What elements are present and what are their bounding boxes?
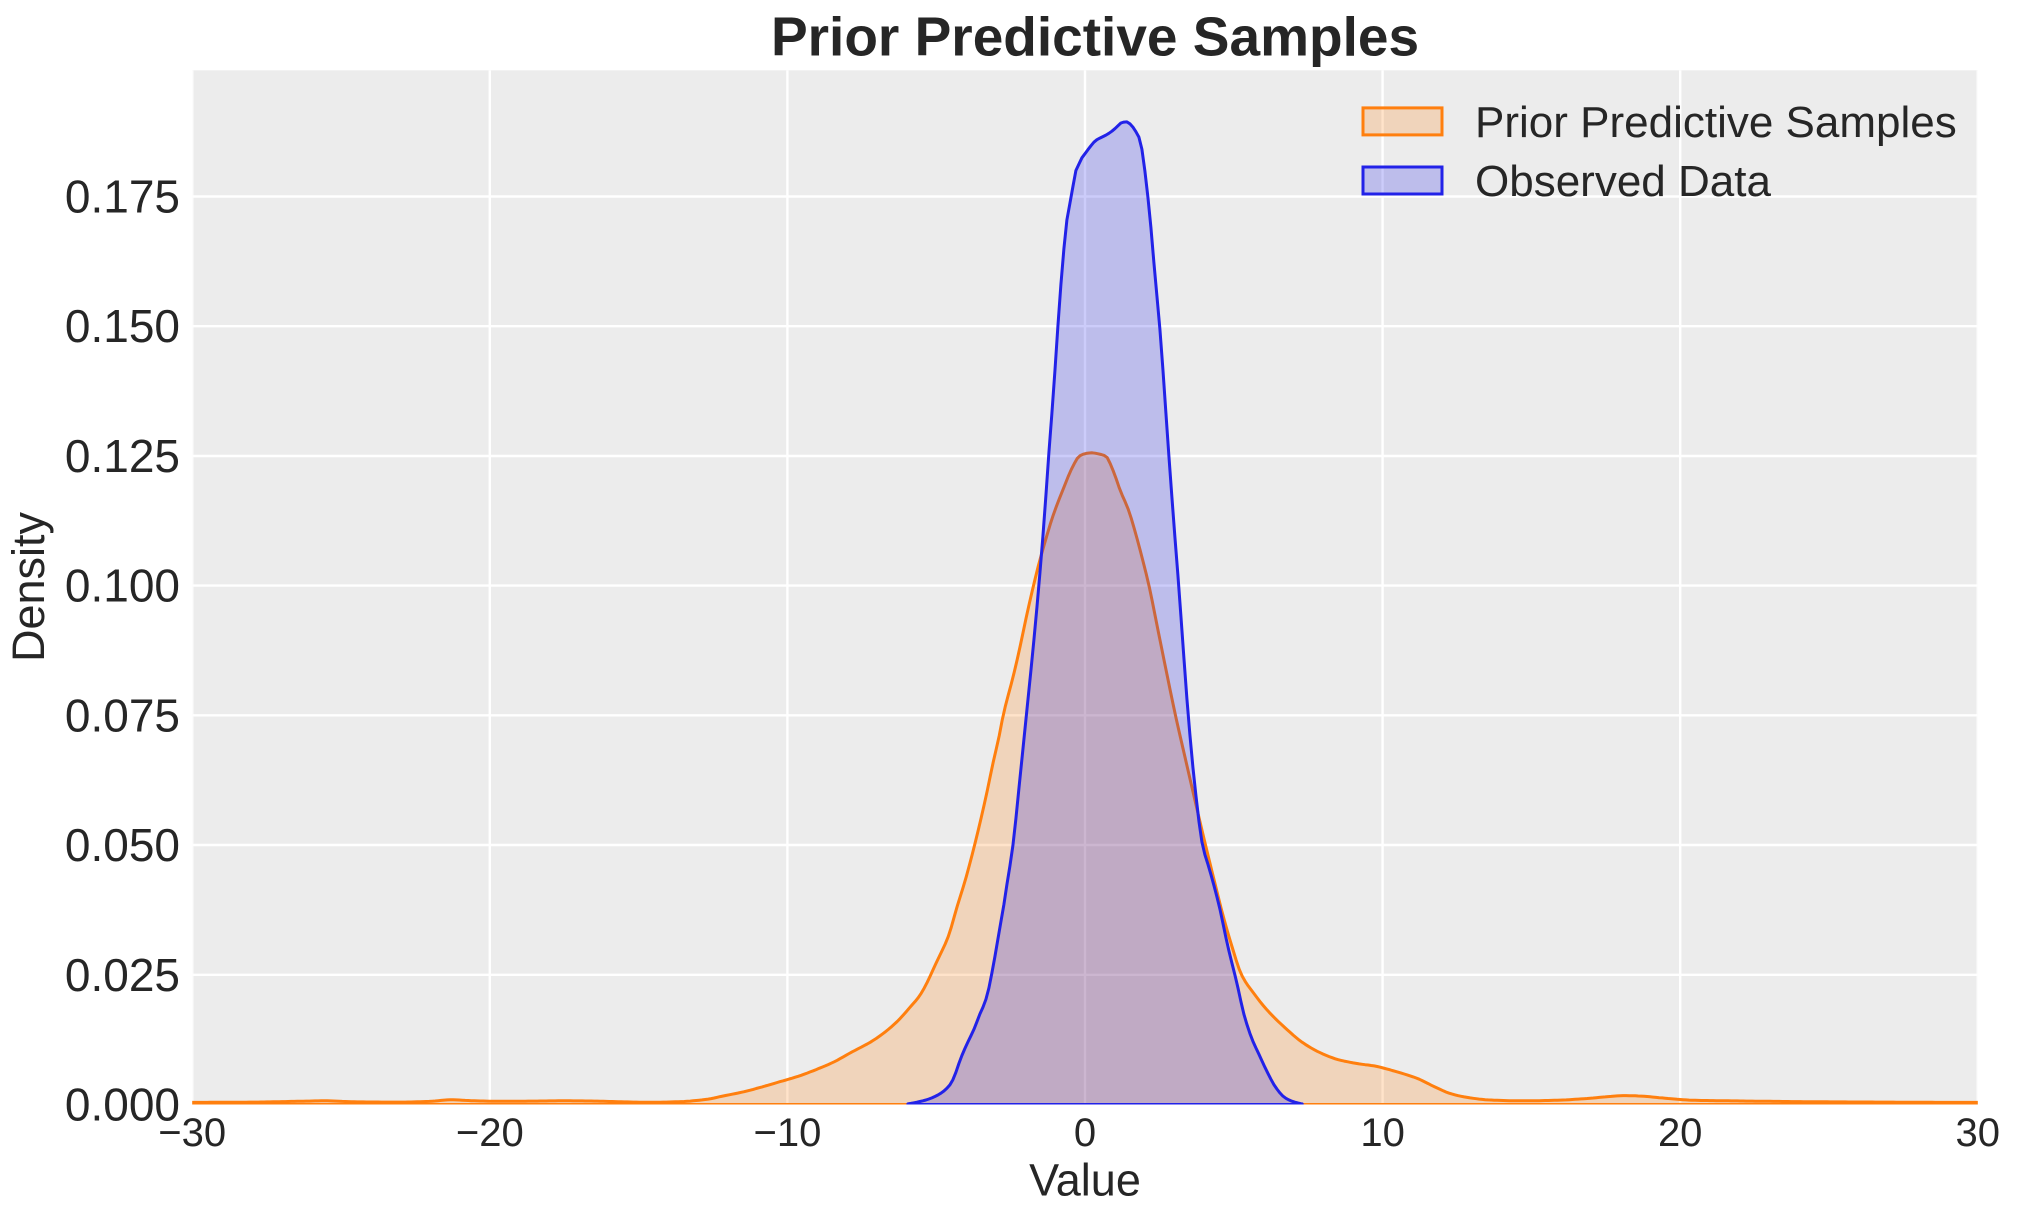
svg-text:0.150: 0.150 — [65, 300, 180, 352]
svg-text:0.075: 0.075 — [65, 689, 180, 741]
svg-text:10: 10 — [1360, 1111, 1405, 1155]
svg-text:Density: Density — [3, 511, 54, 662]
svg-text:0.050: 0.050 — [65, 819, 180, 871]
svg-text:−30: −30 — [158, 1111, 226, 1155]
svg-text:0.125: 0.125 — [65, 430, 180, 482]
svg-text:0.100: 0.100 — [65, 560, 180, 612]
svg-text:0.175: 0.175 — [65, 171, 180, 223]
svg-text:30: 30 — [1956, 1111, 2001, 1155]
svg-text:0.025: 0.025 — [65, 949, 180, 1001]
svg-text:0.000: 0.000 — [65, 1079, 180, 1131]
svg-text:Observed Data: Observed Data — [1475, 157, 1771, 206]
svg-text:Value: Value — [1029, 1154, 1141, 1205]
svg-text:−10: −10 — [753, 1111, 821, 1155]
svg-text:−20: −20 — [456, 1111, 524, 1155]
svg-text:Prior Predictive Samples: Prior Predictive Samples — [1475, 98, 1957, 147]
svg-text:20: 20 — [1658, 1111, 1703, 1155]
svg-text:Prior Predictive Samples: Prior Predictive Samples — [771, 6, 1419, 68]
svg-text:0: 0 — [1074, 1111, 1096, 1155]
